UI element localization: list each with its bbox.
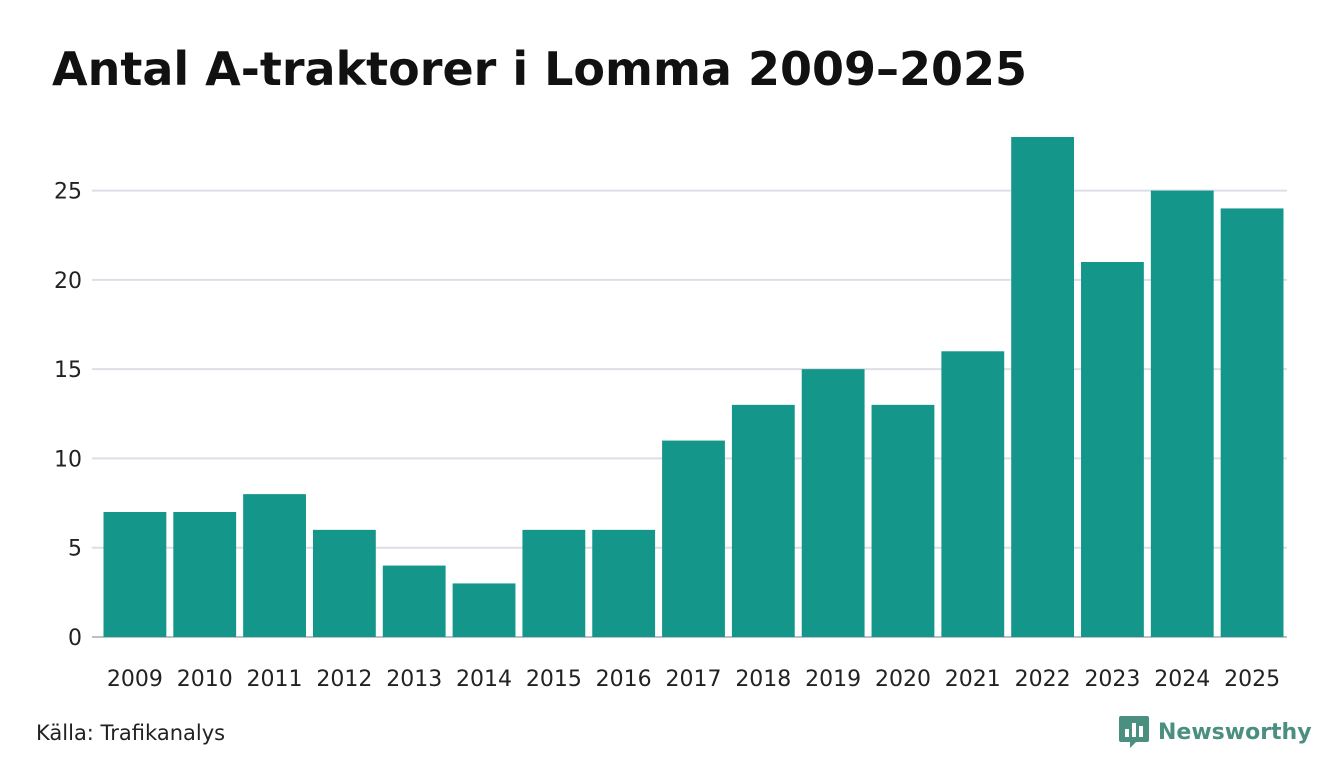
x-tick-label-2021: 2021 bbox=[945, 667, 1001, 692]
y-tick-label: 10 bbox=[54, 447, 82, 472]
y-axis-tick-labels: 0 5 10 15 20 25 bbox=[54, 180, 82, 651]
y-tick-label: 20 bbox=[54, 269, 82, 294]
bar-2014[interactable] bbox=[452, 583, 516, 637]
x-tick-label-2010: 2010 bbox=[177, 667, 233, 692]
bar-2023[interactable] bbox=[1081, 262, 1144, 637]
y-tick-label: 5 bbox=[68, 537, 82, 562]
y-tick-label: 25 bbox=[54, 180, 82, 205]
x-tick-label-2019: 2019 bbox=[805, 667, 861, 692]
x-tick-label-2025: 2025 bbox=[1224, 667, 1280, 692]
x-tick-label-2009: 2009 bbox=[107, 667, 163, 692]
x-tick-label-2014: 2014 bbox=[456, 667, 512, 692]
x-axis-category-labels: 2009 2010 2011 2012 2013 2014 2015 2016 2017 2018… bbox=[107, 667, 1280, 692]
bar-2013[interactable] bbox=[382, 565, 446, 637]
x-tick-label-2013: 2013 bbox=[386, 667, 442, 692]
x-tick-label-2016: 2016 bbox=[596, 667, 652, 692]
bar-2019[interactable] bbox=[801, 369, 865, 637]
bar-2011[interactable] bbox=[243, 494, 306, 637]
x-tick-label-2023: 2023 bbox=[1084, 667, 1140, 692]
x-tick-label-2022: 2022 bbox=[1015, 667, 1071, 692]
x-tick-label-2017: 2017 bbox=[666, 667, 722, 692]
newsworthy-logo-icon bbox=[1119, 716, 1149, 748]
bar-2010[interactable] bbox=[173, 512, 237, 637]
x-tick-label-2011: 2011 bbox=[247, 667, 303, 692]
bar-2025[interactable] bbox=[1220, 208, 1284, 637]
y-tick-label: 15 bbox=[54, 358, 82, 383]
bar-2022[interactable] bbox=[1011, 137, 1075, 637]
bar-2020[interactable] bbox=[871, 404, 935, 637]
bar-2012[interactable] bbox=[312, 529, 376, 637]
chart-title: Antal A-traktorer i Lomma 2009–2025 bbox=[52, 42, 1028, 96]
brand-logo[interactable]: Newsworthy bbox=[1118, 712, 1312, 752]
x-tick-label-2020: 2020 bbox=[875, 667, 931, 692]
bar-2018[interactable] bbox=[731, 404, 795, 637]
bar-2015[interactable] bbox=[522, 529, 586, 637]
x-tick-label-2024: 2024 bbox=[1154, 667, 1210, 692]
source-note: Källa: Trafikanalys bbox=[36, 721, 226, 745]
bar-2021[interactable] bbox=[941, 351, 1005, 637]
brand-name: Newsworthy bbox=[1158, 719, 1312, 745]
x-tick-label-2012: 2012 bbox=[316, 667, 372, 692]
bar-2009[interactable] bbox=[103, 512, 167, 637]
bars bbox=[103, 137, 1284, 637]
x-tick-label-2015: 2015 bbox=[526, 667, 582, 692]
bar-2024[interactable] bbox=[1150, 190, 1214, 637]
x-tick-label-2018: 2018 bbox=[735, 667, 791, 692]
y-tick-label: 0 bbox=[68, 626, 82, 651]
bar-2016[interactable] bbox=[592, 529, 656, 637]
bar-2017[interactable] bbox=[662, 440, 725, 637]
